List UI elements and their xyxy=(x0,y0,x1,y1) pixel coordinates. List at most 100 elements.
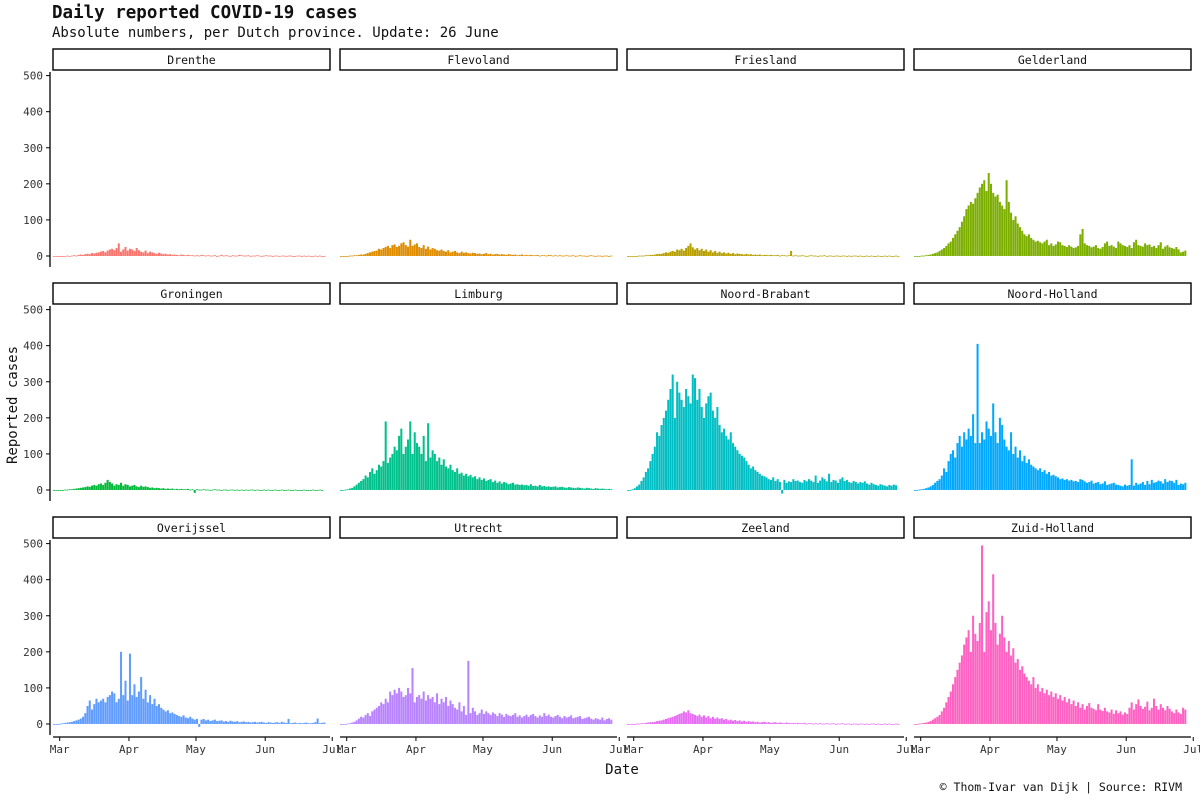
bar xyxy=(173,254,176,256)
bar xyxy=(940,711,943,724)
bar xyxy=(1164,479,1167,490)
bar xyxy=(195,718,198,724)
bar xyxy=(761,722,764,724)
bar xyxy=(260,255,263,257)
bar xyxy=(382,461,385,490)
x-tick-label: Apr xyxy=(119,743,139,756)
bar xyxy=(400,243,403,256)
facet-strip xyxy=(52,282,331,305)
bar xyxy=(680,248,683,256)
bar xyxy=(1072,481,1075,490)
bar xyxy=(225,721,228,724)
bar xyxy=(1121,486,1124,490)
bar xyxy=(389,457,392,490)
bar xyxy=(1012,453,1015,490)
bar xyxy=(276,489,279,491)
bar xyxy=(157,488,161,490)
bar xyxy=(351,722,354,724)
bar xyxy=(1101,246,1104,256)
bar xyxy=(249,255,252,257)
bar xyxy=(627,255,630,257)
bar xyxy=(456,252,459,256)
bar xyxy=(321,489,324,491)
bar xyxy=(79,254,82,256)
bar xyxy=(1030,464,1033,490)
bar xyxy=(583,488,586,490)
bar xyxy=(1025,462,1028,490)
bar xyxy=(633,723,636,725)
bar xyxy=(981,183,984,256)
bar xyxy=(843,480,846,490)
bar xyxy=(278,722,281,724)
bar xyxy=(558,487,561,490)
bar xyxy=(667,718,670,724)
bar xyxy=(1050,691,1053,724)
bar xyxy=(1090,480,1093,490)
bar xyxy=(965,439,968,490)
bar xyxy=(705,717,708,724)
bar xyxy=(803,479,806,490)
bar xyxy=(391,695,394,724)
bar xyxy=(664,410,668,490)
bar xyxy=(512,482,515,490)
bar xyxy=(113,693,116,724)
bar xyxy=(1146,245,1149,256)
bar xyxy=(1052,474,1055,490)
bar xyxy=(296,723,299,725)
bar xyxy=(357,254,360,256)
bar xyxy=(1048,695,1051,724)
bar xyxy=(518,715,521,724)
bar xyxy=(576,255,579,257)
bar xyxy=(581,718,584,724)
bar xyxy=(1155,248,1158,256)
bar xyxy=(1072,700,1075,724)
bar xyxy=(229,255,232,257)
bar xyxy=(182,489,185,491)
bar xyxy=(807,255,810,257)
bar xyxy=(1141,708,1144,724)
bar xyxy=(294,489,297,491)
bar xyxy=(821,477,824,490)
bar xyxy=(756,471,759,490)
bar xyxy=(1014,446,1017,490)
bar xyxy=(972,203,975,256)
bar xyxy=(1157,709,1160,724)
bar xyxy=(162,488,165,490)
bar xyxy=(723,719,726,724)
bar xyxy=(774,480,777,490)
bar xyxy=(1016,659,1019,724)
bar xyxy=(985,191,988,256)
bar xyxy=(1070,246,1073,256)
bar xyxy=(227,255,230,257)
bar xyxy=(671,250,674,256)
bar xyxy=(687,396,690,490)
bar xyxy=(115,248,118,256)
bar xyxy=(689,243,692,256)
bar xyxy=(59,723,62,725)
bar xyxy=(462,475,465,490)
bar xyxy=(592,719,595,724)
bar xyxy=(133,250,136,256)
bar xyxy=(785,722,788,724)
bar xyxy=(55,723,58,725)
bar xyxy=(951,684,955,724)
bar xyxy=(133,684,136,724)
bar xyxy=(579,716,582,724)
bar xyxy=(881,484,884,490)
bar xyxy=(260,489,263,491)
bar xyxy=(1010,655,1013,724)
bar xyxy=(763,721,766,724)
bar xyxy=(278,255,281,257)
bar xyxy=(321,255,324,257)
bar xyxy=(1030,237,1033,256)
bar xyxy=(841,255,844,257)
bar xyxy=(420,248,423,256)
bar xyxy=(749,254,752,256)
facet-gelderland: Gelderland xyxy=(913,48,1192,257)
bar xyxy=(1128,245,1131,256)
bar xyxy=(1144,484,1147,490)
bar xyxy=(362,479,365,490)
bar xyxy=(687,245,690,256)
bar xyxy=(309,723,312,725)
